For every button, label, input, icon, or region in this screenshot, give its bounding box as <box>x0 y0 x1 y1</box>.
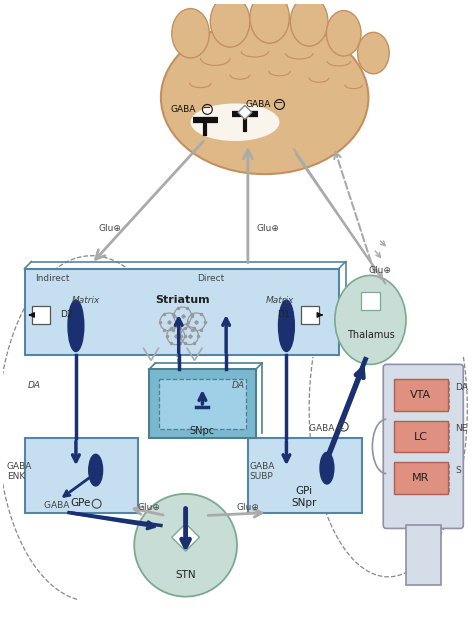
Ellipse shape <box>161 21 368 174</box>
Text: SNpr: SNpr <box>292 498 317 508</box>
Text: Direct: Direct <box>197 274 224 283</box>
Text: D2: D2 <box>60 310 73 320</box>
Ellipse shape <box>357 32 389 74</box>
Ellipse shape <box>279 300 294 351</box>
Bar <box>25 269 339 356</box>
Text: GABA: GABA <box>250 462 275 470</box>
Polygon shape <box>238 105 252 119</box>
Text: DA: DA <box>232 381 245 389</box>
Text: DA: DA <box>27 381 40 389</box>
Text: GPe: GPe <box>71 498 91 508</box>
Bar <box>25 439 138 513</box>
Text: DA: DA <box>456 383 468 392</box>
Text: SNpc: SNpc <box>190 426 215 435</box>
Text: VTA: VTA <box>410 390 431 400</box>
Text: Glu⊕: Glu⊕ <box>98 224 121 234</box>
Text: S: S <box>456 465 461 475</box>
Text: LC: LC <box>414 432 428 442</box>
Circle shape <box>134 494 237 597</box>
Text: Glu⊕: Glu⊕ <box>256 224 279 234</box>
Text: GABA: GABA <box>7 462 32 470</box>
Text: Thalamus: Thalamus <box>346 330 394 340</box>
Text: GABA −: GABA − <box>309 424 345 433</box>
Text: Indirect: Indirect <box>35 274 70 283</box>
Bar <box>394 421 448 452</box>
Text: Matrix: Matrix <box>265 296 294 305</box>
Text: MR: MR <box>412 473 429 483</box>
Text: Striatum: Striatum <box>155 295 210 305</box>
Text: Glu⊕: Glu⊕ <box>137 503 161 512</box>
Bar <box>406 525 441 585</box>
Bar <box>248 439 362 513</box>
Polygon shape <box>172 523 200 551</box>
Text: ENK: ENK <box>7 472 25 480</box>
Text: SUBP: SUBP <box>250 472 273 480</box>
Ellipse shape <box>327 11 361 56</box>
Text: GABA: GABA <box>245 100 271 109</box>
Ellipse shape <box>291 0 328 46</box>
Text: Glu⊕: Glu⊕ <box>368 266 392 275</box>
Ellipse shape <box>210 0 250 47</box>
Text: NE: NE <box>456 424 468 433</box>
Bar <box>149 369 256 439</box>
Ellipse shape <box>172 9 210 58</box>
Text: Glu⊕: Glu⊕ <box>237 503 259 512</box>
Ellipse shape <box>89 454 102 486</box>
Ellipse shape <box>335 275 406 364</box>
Text: GABA −: GABA − <box>44 501 80 510</box>
Ellipse shape <box>191 103 280 141</box>
Bar <box>159 379 246 429</box>
Text: D1: D1 <box>277 310 290 320</box>
Bar <box>394 462 448 494</box>
Bar <box>361 292 380 310</box>
Bar <box>301 306 319 324</box>
Ellipse shape <box>68 300 84 351</box>
Text: Matrix: Matrix <box>72 296 100 305</box>
Bar <box>394 379 448 411</box>
Ellipse shape <box>320 452 334 484</box>
Text: −: − <box>203 103 211 113</box>
Bar <box>32 306 50 324</box>
Ellipse shape <box>250 0 290 43</box>
Text: GABA: GABA <box>171 105 196 114</box>
Text: GPi: GPi <box>296 486 313 496</box>
FancyBboxPatch shape <box>383 364 463 528</box>
Text: STN: STN <box>175 570 196 580</box>
Text: −: − <box>275 98 283 108</box>
